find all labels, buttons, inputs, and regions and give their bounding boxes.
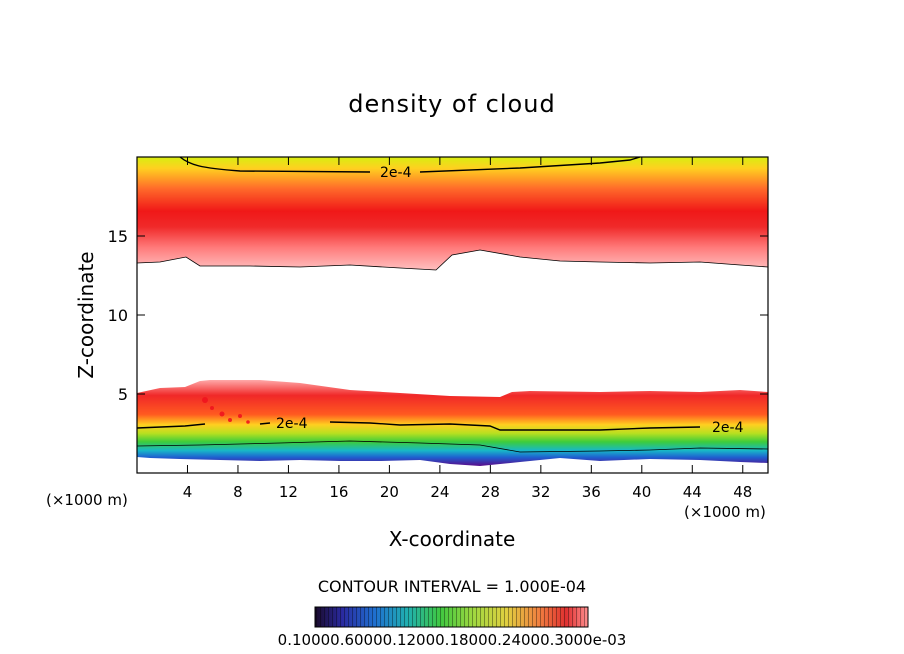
contour-field <box>137 157 768 473</box>
x-tick-label: 36 <box>582 483 601 501</box>
x-tick-label: 4 <box>183 483 193 501</box>
x-tick-label: 8 <box>233 483 243 501</box>
contour-lines <box>136 156 769 453</box>
colorbar-labels: 0.10000.60000.12000.18000.24000.3000e-03 <box>278 631 627 649</box>
x-tick-label: 28 <box>481 483 500 501</box>
contour-label: 2e-4 <box>276 416 308 432</box>
y-axis-ticks: 5 10 15 <box>108 227 768 404</box>
x-tick-label: 12 <box>279 483 298 501</box>
x-axis-ticks: 4 8 12 16 20 24 28 32 36 40 44 48 <box>183 157 752 501</box>
upper-cloud-band <box>137 157 768 270</box>
x-tick-label: 16 <box>329 483 348 501</box>
x-tick-label: 44 <box>683 483 702 501</box>
contour-line-lower <box>136 421 701 431</box>
x-tick-label: 40 <box>632 483 651 501</box>
contour-label: 2e-4 <box>380 165 412 181</box>
turbulent-region <box>202 397 250 424</box>
contour-label: 2e-4 <box>712 420 744 436</box>
x-tick-label: 20 <box>380 483 399 501</box>
x-tick-label: 24 <box>430 483 449 501</box>
x-unit-left: (×1000 m) <box>46 491 128 509</box>
contour-line-lower-base <box>136 440 769 453</box>
contour-interval-text: CONTOUR INTERVAL = 1.000E-04 <box>318 577 586 596</box>
lower-cloud-band <box>137 380 768 466</box>
y-axis-label: Z-coordinate <box>74 251 98 378</box>
y-tick-label: 10 <box>108 306 128 325</box>
x-tick-label: 32 <box>531 483 550 501</box>
contour-line-upper <box>179 156 641 173</box>
contour-line-upper-base <box>136 249 769 271</box>
x-unit-right: (×1000 m) <box>684 503 766 521</box>
x-tick-label: 48 <box>733 483 752 501</box>
x-axis-label: X-coordinate <box>389 527 516 551</box>
y-tick-label: 5 <box>118 385 128 404</box>
chart-title: density of cloud <box>348 90 555 118</box>
colorbar <box>314 606 589 628</box>
y-tick-label: 15 <box>108 227 128 246</box>
